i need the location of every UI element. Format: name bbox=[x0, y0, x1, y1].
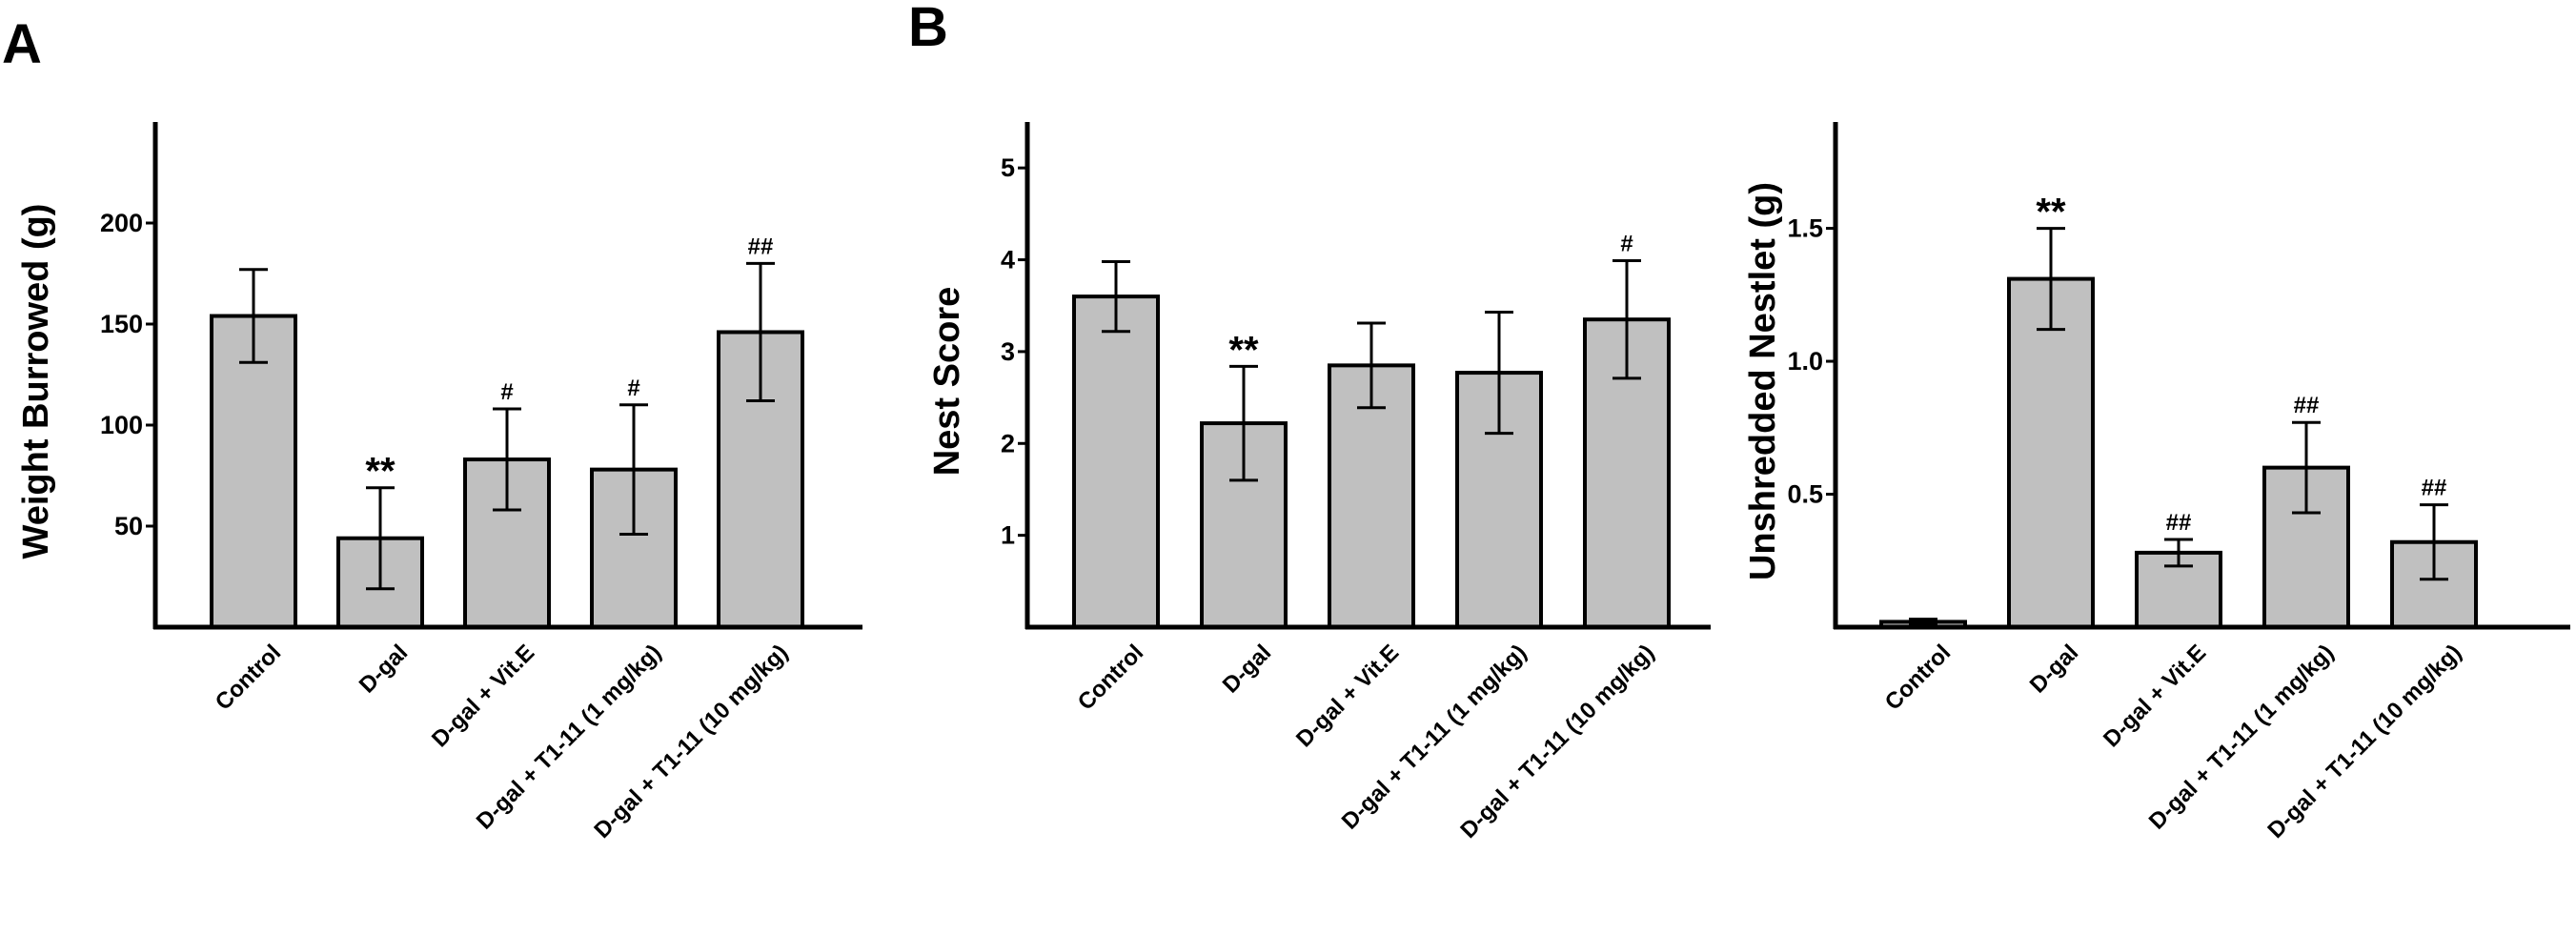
chart-3-bar-2 bbox=[2007, 276, 2095, 629]
chart-1-significance-2: ** bbox=[365, 451, 396, 493]
chart-2-y-tick-label-5: 5 bbox=[1001, 153, 1015, 182]
chart-1-y-tick-label-1: 50 bbox=[114, 512, 143, 540]
chart-2-significance-5: # bbox=[1620, 232, 1633, 257]
chart-3-y-tick-label-3: 1.5 bbox=[1787, 214, 1823, 243]
chart-2-y-tick-label-3: 3 bbox=[1001, 337, 1015, 366]
chart-1-y-tick-label-3: 150 bbox=[100, 310, 143, 338]
chart-1-y-tick-label-2: 100 bbox=[100, 411, 143, 439]
chart-2-y-axis-title: Nest Score bbox=[927, 287, 967, 477]
chart-3-y-tick-label-2: 1.0 bbox=[1787, 347, 1823, 376]
chart-1-y-axis-title: Weight Burrowed (g) bbox=[16, 204, 56, 559]
panel-label-a: A bbox=[2, 13, 42, 75]
chart-3-significance-2: ** bbox=[2036, 192, 2066, 234]
chart-3-category-label-2: D-gal bbox=[2025, 640, 2084, 699]
chart-1-y-tick-label-4: 200 bbox=[100, 209, 143, 237]
chart-3-significance-3: ## bbox=[2166, 510, 2192, 536]
chart-2-category-label-2: D-gal bbox=[1218, 640, 1277, 699]
panel-label-b: B bbox=[908, 0, 948, 58]
chart-1-category-label-2: D-gal bbox=[355, 640, 414, 699]
chart-1-category-label-3: D-gal + Vit.E bbox=[427, 640, 539, 752]
chart-3-y-tick-label-1: 0.5 bbox=[1787, 480, 1823, 509]
chart-2-bar-1 bbox=[1072, 295, 1160, 629]
chart-3-y-axis-title: Unshredded Nestlet (g) bbox=[1743, 182, 1783, 580]
chart-3-significance-4: ## bbox=[2294, 393, 2320, 418]
chart-3-significance-5: ## bbox=[2422, 476, 2447, 501]
chart-1-significance-3: # bbox=[500, 379, 513, 405]
chart-2-significance-2: ** bbox=[1228, 329, 1259, 371]
chart-1-significance-5: ## bbox=[748, 234, 774, 259]
chart-2-y-tick-label-2: 2 bbox=[1001, 429, 1015, 457]
chart-1-significance-4: # bbox=[627, 376, 639, 401]
chart-2-category-label-3: D-gal + Vit.E bbox=[1291, 640, 1404, 752]
chart-3-category-label-3: D-gal + Vit.E bbox=[2099, 640, 2211, 752]
chart-2-y-tick-label-1: 1 bbox=[1001, 521, 1015, 550]
chart-2-y-tick-label-4: 4 bbox=[1001, 246, 1015, 274]
chart-3-category-label-1: Control bbox=[1880, 640, 1956, 715]
chart-1-category-label-1: Control bbox=[211, 640, 286, 715]
chart-2-category-label-1: Control bbox=[1073, 640, 1148, 715]
